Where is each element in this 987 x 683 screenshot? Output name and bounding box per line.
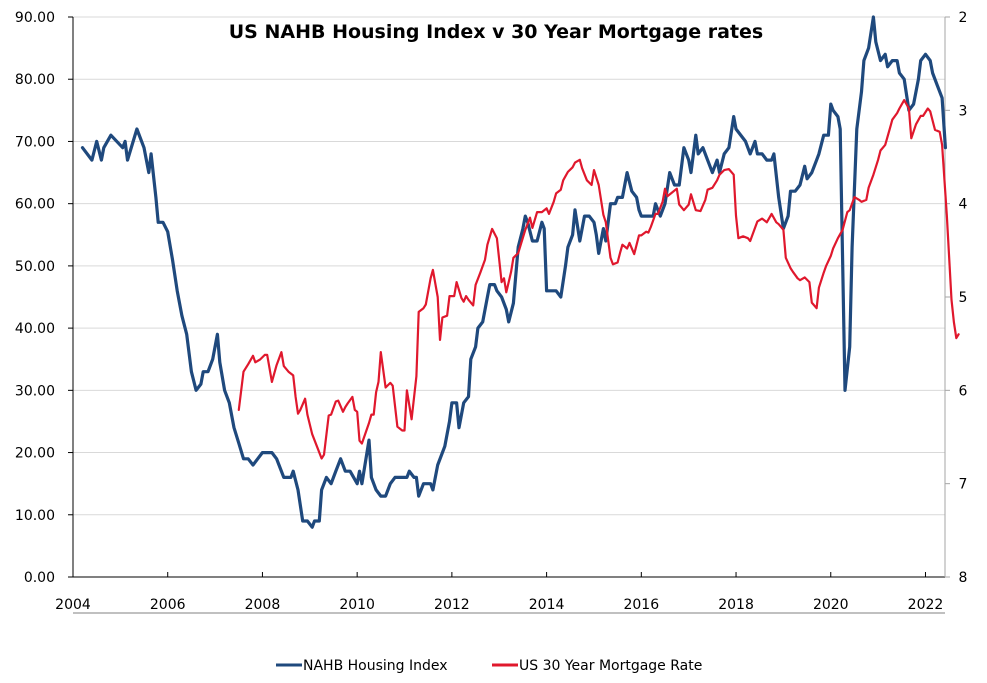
left-tick-label: 90.00	[15, 10, 55, 26]
legend-label-mortgage: US 30 Year Mortgage Rate	[519, 658, 702, 674]
x-tick-label: 2018	[718, 597, 754, 613]
right-tick-label: 6	[959, 383, 968, 399]
left-tick-label: 0.00	[24, 570, 55, 586]
left-tick-label: 20.00	[15, 446, 55, 462]
left-tick-label: 30.00	[15, 383, 55, 399]
left-tick-label: 10.00	[15, 508, 55, 524]
x-tick-label: 2012	[434, 597, 470, 613]
x-tick-label: 2008	[245, 597, 281, 613]
right-tick-label: 4	[959, 197, 968, 213]
right-tick-label: 5	[959, 290, 968, 306]
x-tick-label: 2004	[55, 597, 91, 613]
series-nahb	[80, 15, 948, 529]
x-tick-label: 2010	[339, 597, 375, 613]
legend-item-mortgage[interactable]: US 30 Year Mortgage Rate	[492, 658, 702, 674]
series-layer	[80, 15, 960, 529]
chart-title: US NAHB Housing Index v 30 Year Mortgage…	[229, 21, 764, 43]
series-mortgage-rate	[237, 98, 960, 460]
right-axis-ticks: 2 3 4 5 6 7 8	[945, 10, 968, 586]
x-tick-label: 2014	[529, 597, 565, 613]
right-tick-label: 8	[959, 570, 968, 586]
legend: NAHB Housing Index US 30 Year Mortgage R…	[276, 658, 702, 674]
x-axis-ticks: 2004 2006 2008 2010 2012 2014 2016 2018 2020 2022	[55, 572, 943, 613]
legend-item-nahb[interactable]: NAHB Housing Index	[276, 658, 448, 674]
left-tick-label: 80.00	[15, 72, 55, 88]
right-tick-label: 7	[959, 477, 968, 493]
right-tick-label: 2	[959, 10, 968, 26]
left-tick-label: 70.00	[15, 134, 55, 150]
x-tick-label: 2016	[623, 597, 659, 613]
x-tick-label: 2020	[813, 597, 849, 613]
left-tick-label: 40.00	[15, 321, 55, 337]
left-tick-label: 50.00	[15, 259, 55, 275]
left-tick-label: 60.00	[15, 197, 55, 213]
left-axis-ticks: 0.00 10.00 20.00 30.00 40.00 50.00 60.00 70.00 8…	[15, 10, 73, 586]
right-tick-label: 3	[959, 103, 968, 119]
gridlines	[73, 16, 945, 516]
legend-label-nahb: NAHB Housing Index	[303, 658, 448, 674]
x-tick-label: 2022	[908, 597, 944, 613]
x-tick-label: 2006	[150, 597, 186, 613]
series-line-nahb	[80, 15, 948, 529]
